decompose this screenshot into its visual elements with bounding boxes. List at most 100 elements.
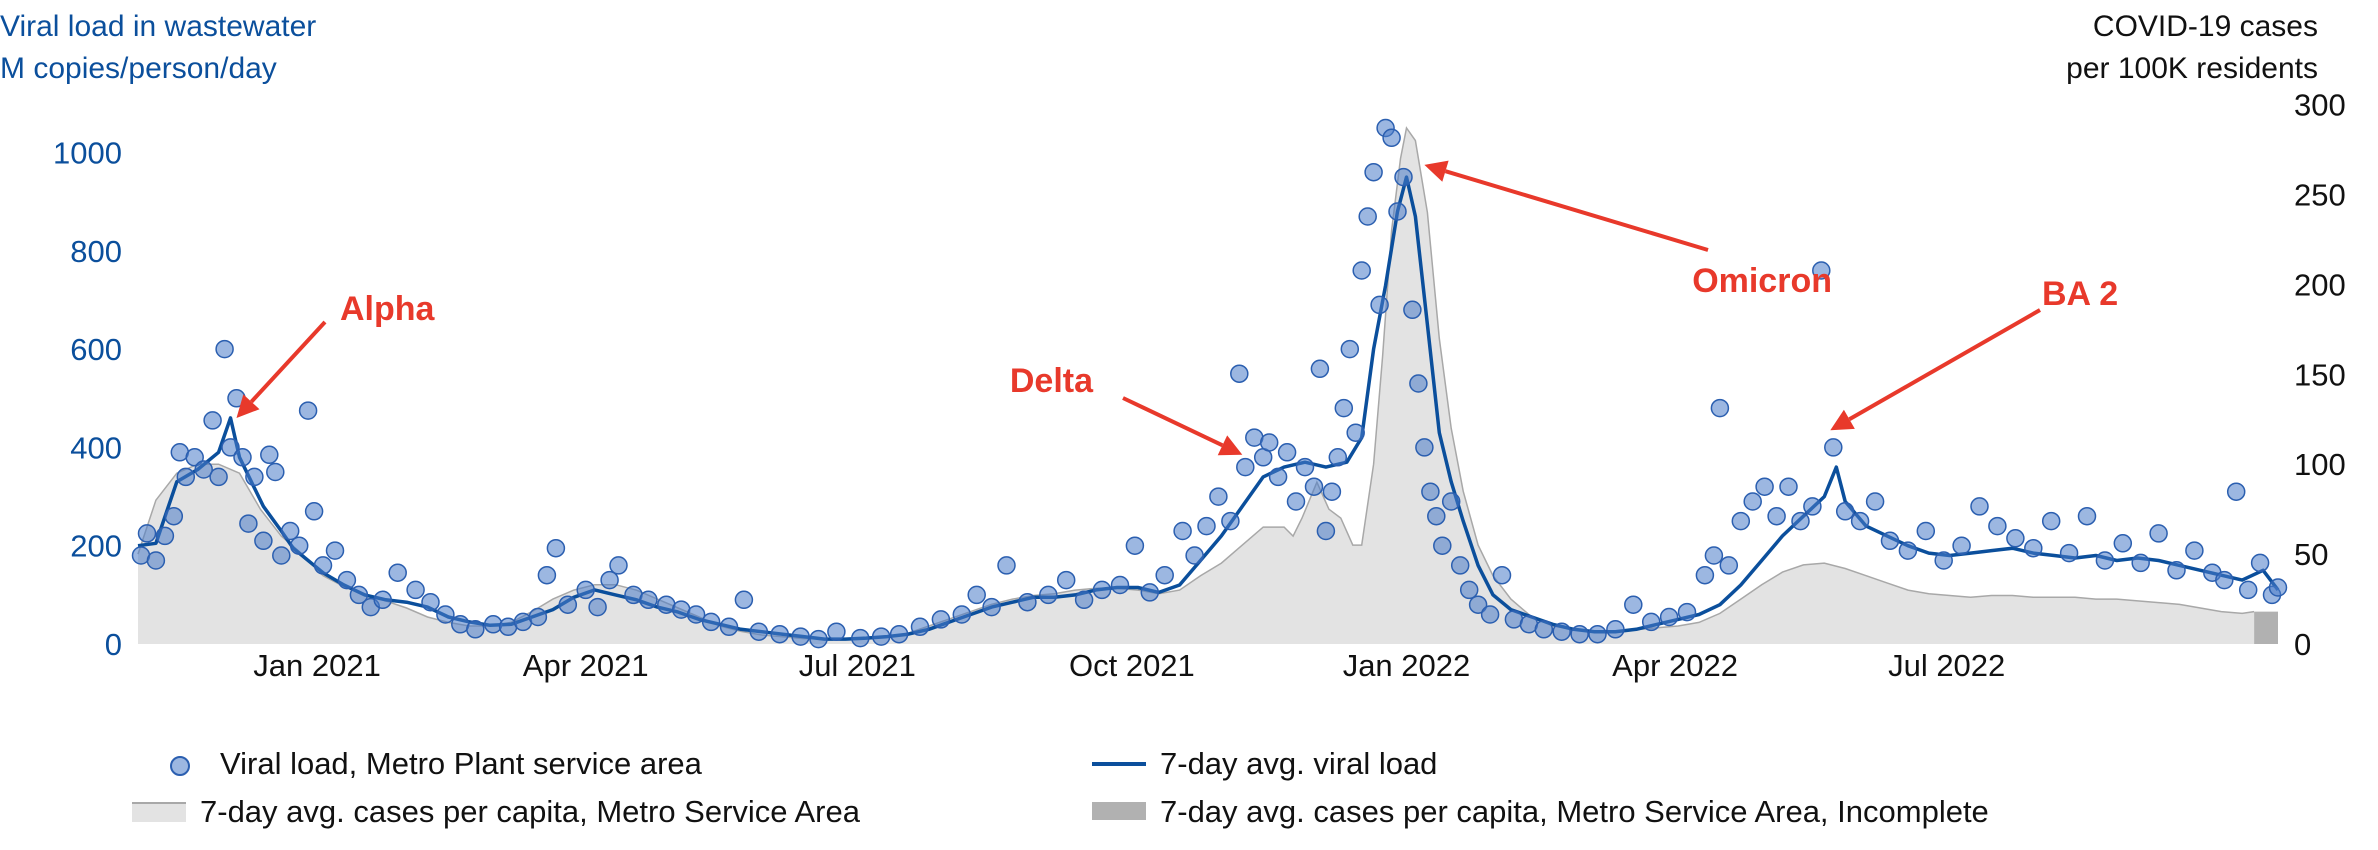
viral-load-dot <box>1767 506 1786 526</box>
viral-load-dot <box>1125 536 1145 555</box>
viral-load-dot <box>528 607 548 627</box>
viral-load-dot <box>146 551 166 570</box>
viral-load-dot <box>388 563 407 582</box>
left-axis-title: Viral load in wastewater M copies/person… <box>0 6 316 90</box>
annotation-label: Alpha <box>340 290 436 328</box>
viral-load-dot <box>2185 541 2204 560</box>
viral-load-dot <box>588 597 607 617</box>
viral-load-dot <box>2250 553 2270 573</box>
viral-load-dot <box>1334 398 1354 418</box>
viral-load-dot <box>466 620 485 639</box>
viral-load-dot <box>304 502 324 521</box>
left-axis-title-line1: Viral load in wastewater <box>0 10 317 43</box>
axes-layer: 0 200 400 600 800 1000 0 50 100 150 200 250 300 Jan 2… <box>53 88 2346 683</box>
viral-load-dot <box>1791 511 1810 531</box>
legend-item-viral-line: 7-day avg. viral load <box>1090 746 1437 782</box>
viral-load-dot <box>967 585 986 605</box>
y-right-tick-label: 50 <box>2294 537 2328 572</box>
viral-load-dot <box>1421 482 1440 501</box>
viral-load-dot <box>600 570 619 590</box>
viral-load-dot <box>1110 575 1130 595</box>
viral-load-dot <box>2095 551 2115 570</box>
viral-load-dot <box>1039 585 1058 605</box>
viral-load-dot <box>2077 506 2097 526</box>
viral-load-dot <box>701 612 721 632</box>
viral-load-dot <box>1704 546 1724 565</box>
viral-load-dot <box>1056 570 1076 590</box>
viral-load-dot <box>1588 624 1607 644</box>
viral-load-dot <box>1988 516 2007 536</box>
legend-item-cases-incomplete: 7-day avg. cases per capita, Metro Servi… <box>1090 794 1989 830</box>
viral-load-dot <box>871 627 891 646</box>
viral-load-dot <box>2268 578 2288 597</box>
viral-load-dot <box>1173 521 1192 541</box>
viral-load-dot <box>2238 580 2258 600</box>
y-left-tick-label: 1000 <box>53 136 122 171</box>
legend-label-viral-line: 7-day avg. viral load <box>1160 746 1438 781</box>
viral-load-dot <box>1259 433 1279 452</box>
viral-load-dot <box>1970 497 1989 516</box>
viral-load-dot <box>1952 536 1971 555</box>
viral-load-dot <box>1382 128 1401 148</box>
viral-load-dot <box>1340 339 1360 359</box>
viral-load-line <box>137 175 2280 641</box>
viral-load-dot <box>1092 580 1112 600</box>
left-axis-title-line2: M copies/person/day <box>0 52 277 85</box>
viral-load-dot <box>1074 590 1094 610</box>
viral-load-dot <box>1236 457 1255 477</box>
viral-load-dot <box>982 597 1001 617</box>
viral-load-dot <box>1310 359 1330 379</box>
annotation-label: BA 2 <box>2042 275 2118 313</box>
viral-load-dot <box>298 401 318 420</box>
viral-load-dot <box>1865 492 1885 511</box>
x-tick-label: Oct 2021 <box>1069 648 1195 683</box>
x-tick-label: Jan 2021 <box>253 648 381 683</box>
viral-load-dot <box>1492 565 1512 585</box>
viral-load-dot <box>1185 546 1204 565</box>
x-tick-label: Jul 2022 <box>1888 648 2005 683</box>
annotation-arrow-head <box>1217 435 1243 456</box>
annotation-arrow-shaft <box>1848 308 2041 422</box>
viral-load-dot <box>2215 570 2234 590</box>
viral-load-dot <box>1880 531 1900 551</box>
viral-load-dot <box>1388 202 1407 221</box>
y-right-tick-label: 200 <box>2294 267 2346 302</box>
viral-load-dot <box>1268 467 1288 487</box>
viral-load-dot <box>325 541 345 560</box>
viral-load-dot <box>791 627 810 646</box>
viral-load-dot <box>272 546 291 565</box>
viral-load-dot <box>910 617 930 637</box>
viral-load-dot <box>1731 511 1751 531</box>
viral-load-dot <box>1624 595 1643 614</box>
viral-load-dot <box>1328 448 1348 467</box>
legend-line-swatch <box>1090 750 1148 778</box>
viral-load-dot <box>609 556 628 575</box>
viral-load-dot <box>137 524 157 543</box>
viral-load-dot <box>245 467 264 487</box>
viral-load-dot <box>1710 398 1730 418</box>
viral-load-dot <box>1277 443 1297 462</box>
viral-load-dot <box>260 445 279 465</box>
viral-load-dot <box>194 460 213 479</box>
viral-load-dot <box>1358 207 1377 226</box>
viral-load-dot <box>1286 492 1306 511</box>
y-right-tick-label: 150 <box>2294 357 2346 392</box>
viral-load-dot <box>2226 482 2246 501</box>
viral-load-dot <box>2149 524 2168 543</box>
legend-label-cases-area: 7-day avg. cases per capita, Metro Servi… <box>200 794 860 829</box>
viral-load-dot <box>734 590 754 610</box>
viral-load-dot <box>2059 543 2079 563</box>
right-axis-title-line2: per 100K residents <box>2066 52 2318 85</box>
viral-load-dot <box>1552 622 1571 641</box>
viral-load-dot <box>1304 477 1324 496</box>
legend-dot-swatch <box>150 750 208 778</box>
viral-load-dot <box>1155 565 1174 585</box>
viral-load-dot <box>1221 511 1240 531</box>
viral-load-dot <box>749 622 769 641</box>
viral-load-dot <box>1364 162 1383 182</box>
legend-incomplete-swatch <box>1090 798 1148 826</box>
viral-load-dot <box>1480 605 1500 624</box>
x-tick-label: Jul 2021 <box>799 648 916 683</box>
viral-load-dot <box>1934 551 1953 570</box>
viral-load-dot <box>1824 438 1843 457</box>
